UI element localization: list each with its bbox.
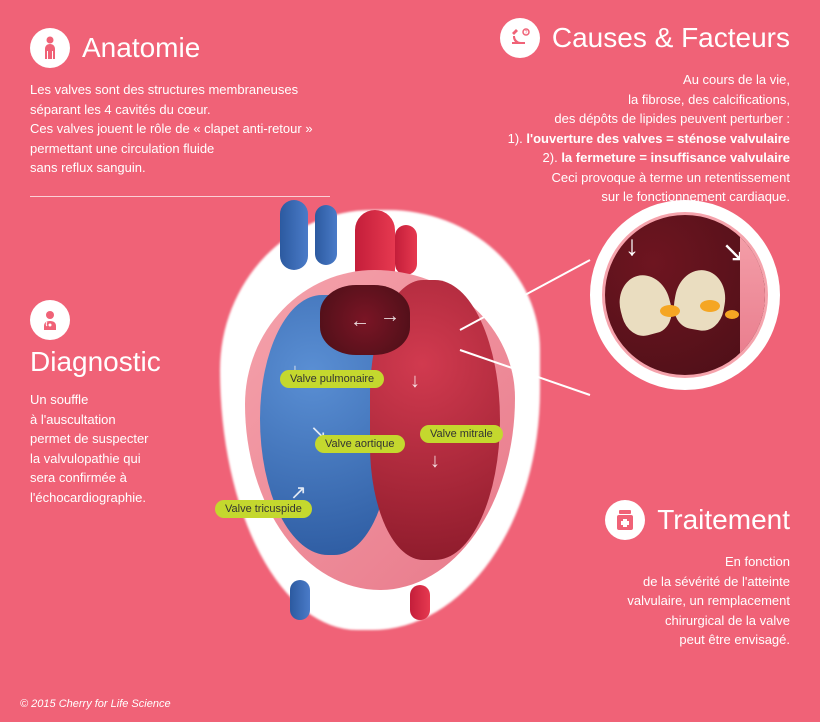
- label-aortique: Valve aortique: [315, 435, 405, 453]
- causes-outro: Ceci provoque à terme un retentissements…: [552, 170, 790, 205]
- label-tricuspide: Valve tricuspide: [215, 500, 312, 518]
- zoom-detail: ↓ ↘: [590, 200, 780, 390]
- vessel-red: [395, 225, 417, 275]
- diagnostic-body: Un souffleà l'auscultationpermet de susp…: [30, 390, 230, 507]
- label-pulmonaire: Valve pulmonaire: [280, 370, 384, 388]
- microscope-icon: ?: [500, 18, 540, 58]
- vessel-blue: [290, 580, 310, 620]
- divider: [30, 196, 330, 197]
- label-mitrale: Valve mitrale: [420, 425, 503, 443]
- causes-p2-prefix: 2).: [543, 150, 562, 165]
- causes-title: Causes & Facteurs: [552, 22, 790, 54]
- vessel-blue: [280, 200, 308, 270]
- diagnostic-title-row: [30, 300, 230, 340]
- section-anatomie: Anatomie Les valves sont des structures …: [30, 28, 330, 215]
- vessel-blue: [315, 205, 337, 265]
- causes-intro: Au cours de la vie,la fibrose, des calci…: [554, 72, 790, 126]
- vessel-red: [410, 585, 430, 620]
- zoom-inner: ↓ ↘: [602, 212, 768, 378]
- anatomie-title-row: Anatomie: [30, 28, 330, 68]
- anatomie-body: Les valves sont des structures membraneu…: [30, 80, 330, 178]
- causes-body: Au cours de la vie,la fibrose, des calci…: [430, 70, 790, 207]
- vessel-wall: [740, 215, 768, 375]
- medicine-icon: [605, 500, 645, 540]
- causes-p1: l'ouverture des valves = sténose valvula…: [526, 131, 790, 146]
- diagnostic-title: Diagnostic: [30, 346, 230, 378]
- traitement-title: Traitement: [657, 504, 790, 536]
- person-icon: [30, 28, 70, 68]
- anatomie-title: Anatomie: [82, 32, 200, 64]
- lipid-deposit: [725, 310, 739, 319]
- lipid-deposit: [660, 305, 680, 317]
- copyright: © 2015 Cherry for Life Science: [20, 698, 171, 710]
- section-causes: ? Causes & Facteurs Au cours de la vie,l…: [430, 18, 790, 207]
- doctor-icon: [30, 300, 70, 340]
- section-diagnostic: Diagnostic Un souffleà l'auscultationper…: [30, 300, 230, 507]
- heart-diagram: ↓ ↘ ↗ ↓ ↓ ← → Valve pulmonaire Valve aor…: [220, 210, 540, 630]
- causes-p1-prefix: 1).: [508, 131, 527, 146]
- lipid-deposit: [700, 300, 720, 312]
- svg-text:?: ?: [525, 30, 528, 36]
- causes-title-row: ? Causes & Facteurs: [430, 18, 790, 58]
- causes-p2: la fermeture = insuffisance valvulaire: [561, 150, 790, 165]
- valve-leaflet: [670, 266, 730, 334]
